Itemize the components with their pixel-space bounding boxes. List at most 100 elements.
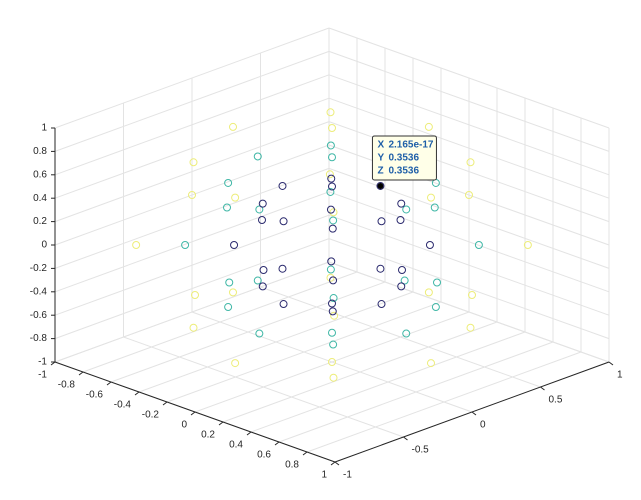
point bbox=[253, 276, 262, 285]
z-tick-label: 0 bbox=[41, 240, 47, 251]
point bbox=[329, 294, 338, 303]
x-tick bbox=[274, 441, 280, 446]
point bbox=[278, 181, 287, 190]
point bbox=[255, 329, 264, 338]
point bbox=[328, 299, 336, 308]
grid-line bbox=[328, 74, 610, 176]
point bbox=[400, 276, 409, 285]
datatip-value: 0.3536 bbox=[388, 166, 419, 177]
point bbox=[431, 303, 440, 312]
point bbox=[258, 199, 267, 208]
y-tick bbox=[403, 436, 408, 441]
y-tick-label: -1 bbox=[343, 470, 352, 481]
point bbox=[377, 217, 386, 226]
point bbox=[328, 328, 336, 337]
datatip-label: X bbox=[377, 140, 384, 151]
grid-line bbox=[54, 144, 330, 246]
grid-line bbox=[54, 167, 330, 269]
y-tick-label: 1 bbox=[617, 370, 623, 381]
point bbox=[329, 340, 338, 349]
grid-line bbox=[260, 286, 541, 388]
x-tick bbox=[302, 451, 308, 456]
point bbox=[465, 191, 473, 199]
x-tick bbox=[78, 371, 84, 376]
point bbox=[189, 323, 198, 332]
point bbox=[191, 291, 199, 299]
x-tick bbox=[162, 401, 168, 406]
grid-line bbox=[54, 214, 330, 316]
datatip-value: 2.165e-17 bbox=[388, 140, 433, 151]
grid-line bbox=[328, 97, 610, 199]
grid-line bbox=[328, 167, 610, 269]
datatip-label: Z bbox=[377, 166, 383, 177]
point bbox=[433, 278, 441, 287]
z-tick-label: 1 bbox=[41, 123, 47, 134]
grid-line bbox=[328, 214, 610, 316]
point bbox=[225, 278, 234, 287]
point bbox=[224, 303, 233, 312]
datatip-label: Y bbox=[377, 153, 384, 164]
x-tick-label: -0.8 bbox=[58, 380, 76, 391]
point bbox=[396, 216, 405, 224]
point bbox=[231, 193, 240, 202]
point bbox=[253, 152, 262, 161]
grid-line bbox=[123, 336, 404, 438]
x-tick-label: -0.6 bbox=[86, 390, 104, 401]
point bbox=[329, 208, 338, 217]
grid-line bbox=[54, 191, 330, 293]
z-tick-label: 0.8 bbox=[33, 146, 47, 157]
point bbox=[229, 122, 238, 131]
point bbox=[329, 276, 338, 285]
point bbox=[402, 329, 411, 338]
x-tick-label: -0.2 bbox=[142, 410, 160, 421]
point bbox=[230, 241, 239, 249]
point bbox=[132, 241, 141, 249]
point bbox=[426, 359, 435, 368]
grid-line bbox=[54, 74, 330, 176]
x-tick-label: -0.4 bbox=[114, 400, 132, 411]
datatip-marker bbox=[377, 182, 384, 189]
point bbox=[327, 257, 336, 266]
grid-line bbox=[328, 27, 610, 129]
point bbox=[466, 323, 475, 332]
point bbox=[474, 241, 483, 249]
x-tick-label: -1 bbox=[38, 370, 47, 381]
x-tick-label: 0.8 bbox=[285, 460, 299, 471]
point bbox=[376, 264, 385, 273]
point bbox=[181, 241, 190, 249]
point bbox=[279, 300, 288, 309]
x-tick bbox=[190, 411, 196, 416]
point bbox=[229, 288, 238, 297]
y-tick bbox=[471, 411, 477, 416]
z-tick-label: -0.6 bbox=[30, 310, 48, 321]
point bbox=[328, 358, 336, 366]
point bbox=[326, 108, 335, 117]
point bbox=[426, 193, 435, 202]
datatip-value: 0.3536 bbox=[388, 153, 419, 164]
y-tick bbox=[540, 386, 545, 391]
point bbox=[330, 311, 339, 320]
point bbox=[326, 141, 335, 150]
x-tick bbox=[246, 431, 252, 436]
grid-line bbox=[54, 238, 330, 340]
datatip-box bbox=[371, 135, 437, 181]
point bbox=[468, 291, 476, 299]
point bbox=[398, 266, 406, 274]
grid-line bbox=[191, 311, 473, 413]
point bbox=[327, 174, 336, 183]
points bbox=[132, 108, 532, 382]
point bbox=[328, 182, 336, 191]
point bbox=[279, 217, 288, 226]
x-tick bbox=[330, 461, 336, 466]
point bbox=[424, 122, 433, 131]
x-tick-label: 0.6 bbox=[257, 450, 271, 461]
point bbox=[258, 282, 267, 291]
z-tick-label: 0.2 bbox=[33, 216, 47, 227]
grid-line bbox=[54, 27, 330, 129]
point bbox=[231, 359, 240, 368]
point bbox=[397, 199, 406, 208]
point bbox=[258, 216, 266, 224]
z-tick-label: 0.6 bbox=[33, 169, 47, 180]
point bbox=[466, 158, 475, 167]
x-tick-label: 0 bbox=[181, 420, 187, 431]
